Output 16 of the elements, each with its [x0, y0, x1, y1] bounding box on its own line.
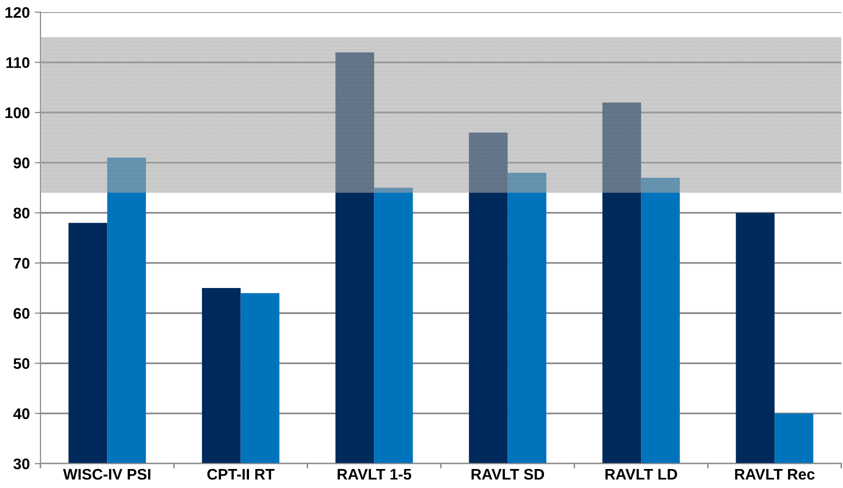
y-tick-label: 80 — [14, 208, 30, 219]
x-tick-label: CPT-II RT — [207, 468, 274, 480]
x-tick-label: RAVLT Rec — [735, 469, 815, 480]
x-tick-label: RAVLT SD — [472, 468, 544, 480]
y-tick-label: 50 — [14, 358, 30, 369]
x-tick-label: WISC-IV PSI — [63, 468, 150, 480]
y-tick-label: 120 — [6, 7, 30, 18]
y-tick-label: 30 — [13, 458, 30, 470]
x-tick-label: RAVLT LD — [605, 469, 678, 480]
y-tick-label: 100 — [6, 107, 30, 118]
y-tick-label: 60 — [14, 308, 30, 319]
y-tick-label: 90 — [14, 158, 30, 168]
y-tick-label: 70 — [14, 258, 30, 269]
y-tick-label: 40 — [13, 408, 30, 420]
x-tick-label: RAVLT 1-5 — [338, 469, 412, 480]
y-tick-label: 110 — [6, 57, 30, 68]
